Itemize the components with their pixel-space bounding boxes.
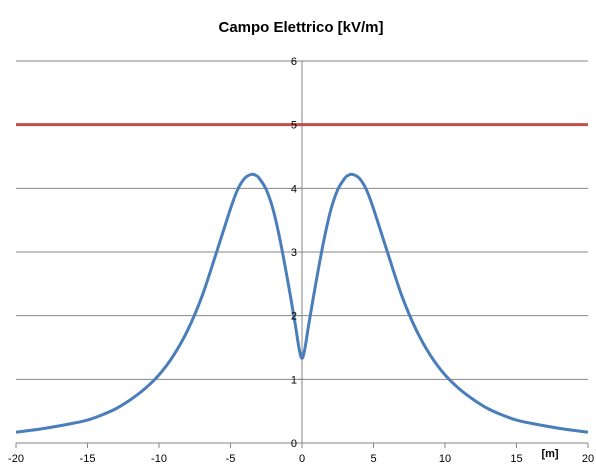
y-tick-label: 3 (291, 247, 297, 259)
y-tick-label: 0 (291, 438, 297, 450)
x-tick-label: 20 (582, 453, 594, 464)
chart-title: Campo Elettrico [kV/m] (218, 19, 383, 36)
x-tick-label: 15 (510, 453, 522, 464)
x-tick-label: -10 (151, 453, 167, 464)
x-tick-label: -20 (8, 453, 24, 464)
x-tick-label: 5 (370, 453, 376, 464)
y-tick-label: 1 (291, 374, 297, 386)
tick-labels: 0 1 2 3 4 5 6 -20 -15 -10 -5 0 5 10 15 20 (8, 56, 594, 465)
x-axis-unit-label: [m] (541, 448, 558, 460)
y-tick-label: 5 (291, 120, 297, 132)
y-tick-label: 2 (291, 311, 297, 323)
field-curve-line (15, 172, 589, 434)
axes (15, 60, 589, 448)
y-tick-label: 6 (291, 56, 297, 68)
x-tick-label: -5 (226, 453, 236, 464)
series-lines (15, 123, 589, 434)
x-tick-label: -15 (80, 453, 96, 464)
y-tick-label: 4 (291, 183, 297, 195)
x-tick-label: 10 (439, 453, 451, 464)
x-tick-label: 0 (299, 453, 305, 464)
